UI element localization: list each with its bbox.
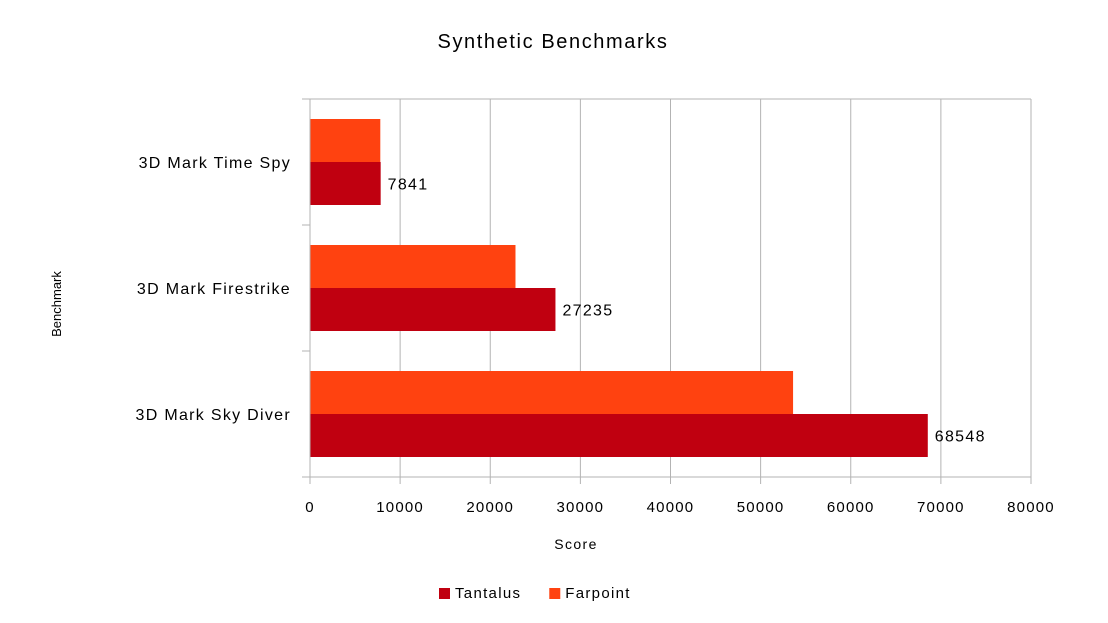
x-tick-label: 50000: [737, 499, 785, 516]
x-tick-label: 40000: [647, 499, 695, 516]
x-tick-label: 70000: [917, 499, 965, 516]
bars: [310, 119, 928, 457]
chart-title: Synthetic Benchmarks: [438, 31, 669, 53]
bar-farpoint: [310, 245, 516, 288]
data-labels: 7841 27235 68548: [388, 177, 986, 446]
gridlines: [310, 98, 1032, 477]
legend-swatch-farpoint: [549, 588, 561, 599]
x-tick-label: 30000: [557, 499, 605, 516]
legend-label: Farpoint: [565, 585, 630, 602]
legend-swatch-tantalus: [439, 588, 450, 599]
x-tick-label: 60000: [827, 499, 875, 516]
data-label: 7841: [388, 177, 429, 194]
bar-farpoint: [310, 119, 381, 162]
category-label: 3D Mark Firestrike: [137, 281, 291, 298]
x-tick-label: 80000: [1007, 499, 1055, 516]
bar-tantalus: [310, 288, 556, 331]
bar-farpoint: [310, 371, 794, 414]
plot-area: 0 10000 20000 30000 40000 50000 60000 70000 8000…: [136, 98, 1055, 516]
x-tick-label: 10000: [376, 499, 424, 516]
x-tick-labels: 0 10000 20000 30000 40000 50000 60000 70000 8000…: [305, 499, 1055, 516]
x-axis-title: Score: [554, 536, 598, 552]
bar-tantalus: [310, 162, 381, 205]
bar-tantalus: [310, 414, 928, 457]
x-tick-label: 0: [305, 499, 315, 516]
data-label: 68548: [935, 429, 986, 446]
x-tick-label: 20000: [466, 499, 514, 516]
y-axis-title: Benchmark: [49, 271, 64, 337]
category-label: 3D Mark Sky Diver: [136, 407, 291, 424]
legend-label: Tantalus: [455, 585, 521, 602]
category-labels: 3D Mark Time Spy 3D Mark Firestrike 3D Mar…: [136, 155, 291, 424]
axes: [302, 98, 1032, 484]
category-label: 3D Mark Time Spy: [139, 155, 291, 172]
legend: Tantalus Farpoint: [439, 585, 630, 602]
data-label: 27235: [562, 303, 613, 320]
